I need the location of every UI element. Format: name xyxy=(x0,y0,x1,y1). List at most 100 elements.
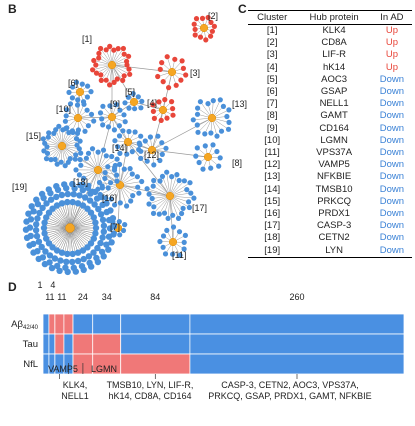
protein-node xyxy=(195,129,201,135)
protein-node xyxy=(70,84,76,90)
hub-node xyxy=(129,97,139,107)
protein-node xyxy=(22,226,30,233)
protein-node xyxy=(203,37,209,43)
protein-node xyxy=(146,191,152,197)
protein-node xyxy=(157,157,163,164)
protein-node xyxy=(88,263,95,270)
protein-node xyxy=(57,257,64,264)
protein-node xyxy=(64,268,71,276)
protein-node xyxy=(226,119,232,125)
row-label-main: Aβ xyxy=(11,319,23,330)
table-row: [8] GAMT Down xyxy=(248,110,412,122)
protein-node xyxy=(136,147,142,153)
protein-node xyxy=(226,107,232,113)
protein-node xyxy=(42,248,49,255)
protein-node xyxy=(26,242,33,249)
protein-node xyxy=(110,231,117,238)
protein-node xyxy=(214,133,220,139)
row-label: Aβ42/40 xyxy=(11,319,38,331)
table-row: [1] KLK4 Up xyxy=(248,25,412,38)
protein-node xyxy=(78,162,84,168)
protein-node xyxy=(69,258,76,266)
protein-network xyxy=(22,14,232,276)
protein-node xyxy=(157,66,163,72)
protein-group-label: CASP-3, CETN2, AOC3, VPS37A, PRKCQ, GSAP,… xyxy=(208,380,371,401)
panel-c-letter: C xyxy=(238,2,247,16)
protein-group-label-line: hK14, CD8A, CD164 xyxy=(108,391,191,401)
protein-node xyxy=(94,244,101,252)
protein-node xyxy=(111,127,117,133)
protein-node xyxy=(116,123,122,129)
protein-node xyxy=(42,140,48,146)
protein-node xyxy=(172,56,178,62)
protein-node xyxy=(120,128,126,134)
protein-node xyxy=(179,210,185,217)
cluster-label: [16] xyxy=(102,193,118,203)
protein-node xyxy=(114,178,120,184)
protein-node xyxy=(139,98,145,104)
heatmap-cell xyxy=(42,333,50,355)
protein-node xyxy=(102,175,108,181)
protein-node xyxy=(99,183,105,189)
protein-node xyxy=(98,193,105,201)
cluster-label: [1] xyxy=(82,34,93,44)
cell-in-ad: Down xyxy=(379,122,405,134)
heatmap-cell xyxy=(189,333,405,355)
panel-d-letter: D xyxy=(8,280,17,294)
protein-node xyxy=(190,117,196,123)
protein-node xyxy=(170,251,176,257)
table-header-row: Cluster Hub protein In AD xyxy=(248,10,412,25)
cell-in-ad: Down xyxy=(379,73,405,85)
protein-node xyxy=(33,221,40,228)
network-edges xyxy=(43,17,230,256)
protein-node xyxy=(114,76,120,82)
protein-node xyxy=(76,192,83,199)
protein-node xyxy=(181,246,187,252)
protein-node xyxy=(88,89,94,95)
protein-node xyxy=(193,153,199,159)
protein-node xyxy=(43,156,50,162)
protein-node xyxy=(46,130,52,136)
protein-node xyxy=(181,178,187,184)
protein-node xyxy=(96,50,102,57)
heatmap-cell xyxy=(72,333,94,355)
hub-node xyxy=(107,60,117,70)
cell-hub: CD8A xyxy=(321,37,347,49)
protein-node xyxy=(33,232,41,240)
cluster-label: [15] xyxy=(26,131,42,141)
protein-node xyxy=(194,122,200,128)
protein-node xyxy=(40,136,46,142)
protein-node xyxy=(108,180,114,186)
cell-hub: LYN xyxy=(296,244,372,258)
protein-node xyxy=(199,15,206,21)
protein-node xyxy=(80,255,87,263)
hub-edge xyxy=(111,101,135,118)
table-row: [9] CD164 Down xyxy=(248,123,412,135)
header-in-ad: In AD xyxy=(371,10,412,25)
protein-node xyxy=(103,77,109,83)
protein-node xyxy=(79,202,87,209)
protein-node xyxy=(97,211,105,218)
protein-node xyxy=(58,159,64,165)
protein-node xyxy=(138,133,144,139)
protein-node xyxy=(98,45,104,52)
protein-node xyxy=(82,128,88,134)
cluster-label: [7] xyxy=(110,222,121,232)
row-label-main: NfL xyxy=(23,359,38,370)
protein-node xyxy=(92,224,100,232)
protein-node xyxy=(41,230,48,237)
hub-node xyxy=(57,141,67,151)
cluster-label: [10] xyxy=(56,104,72,114)
protein-node xyxy=(91,201,98,208)
cluster-label: [14] xyxy=(112,143,128,153)
protein-node xyxy=(38,190,46,198)
protein-node xyxy=(105,185,111,191)
protein-node xyxy=(197,34,204,40)
protein-node xyxy=(124,58,130,64)
segment-count-label: 84 xyxy=(150,292,160,302)
cluster-label: [19] xyxy=(12,182,28,192)
protein-node xyxy=(151,162,157,168)
protein-node xyxy=(108,239,115,246)
cell-cluster: [3] xyxy=(266,49,278,61)
protein-node xyxy=(62,118,68,124)
